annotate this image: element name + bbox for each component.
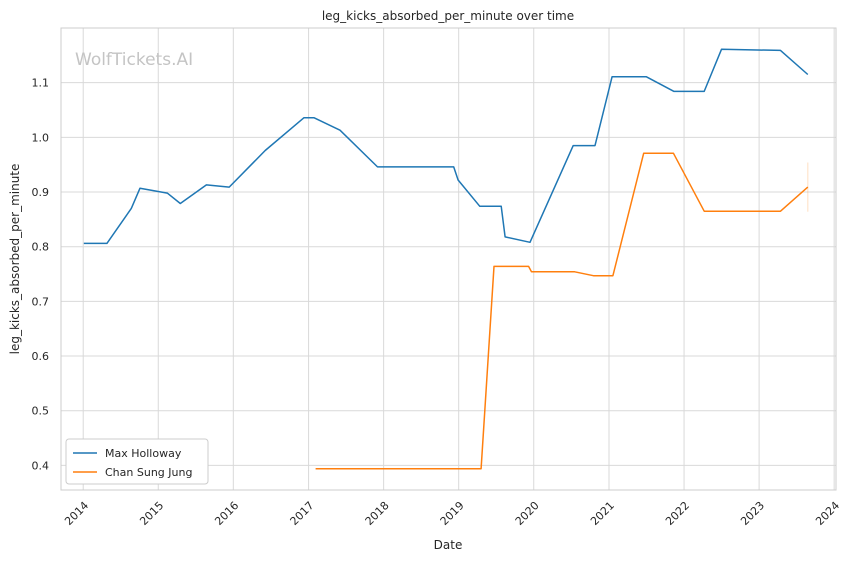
plot-frame: [60, 27, 837, 491]
legend-label-chan-sung-jung: Chan Sung Jung: [105, 466, 192, 479]
legend: Max Holloway Chan Sung Jung: [65, 438, 209, 485]
y-tick-label: 0.5: [32, 405, 50, 418]
legend-frame: [65, 438, 209, 485]
y-tick-label: 0.4: [32, 459, 50, 472]
series-line-chan-sung-jung: [315, 152, 809, 470]
y-tick-label: 0.7: [32, 295, 50, 308]
y-axis-label: leg_kicks_absorbed_per_minute: [8, 164, 22, 355]
y-tick-label: 0.6: [32, 350, 50, 363]
grid: [61, 28, 836, 490]
x-axis-label: Date: [434, 538, 463, 552]
y-tick-label: 1.0: [32, 131, 50, 144]
watermark: WolfTickets.AI: [75, 50, 193, 70]
series-layer: [83, 48, 809, 470]
y-tick-label: 0.8: [32, 241, 50, 254]
y-tick-label: 1.1: [32, 77, 50, 90]
chart-title: leg_kicks_absorbed_per_minute over time: [322, 9, 574, 23]
y-tick-label: 0.9: [32, 186, 50, 199]
series-line-max-holloway: [83, 48, 809, 245]
legend-label-max-holloway: Max Holloway: [105, 447, 182, 460]
